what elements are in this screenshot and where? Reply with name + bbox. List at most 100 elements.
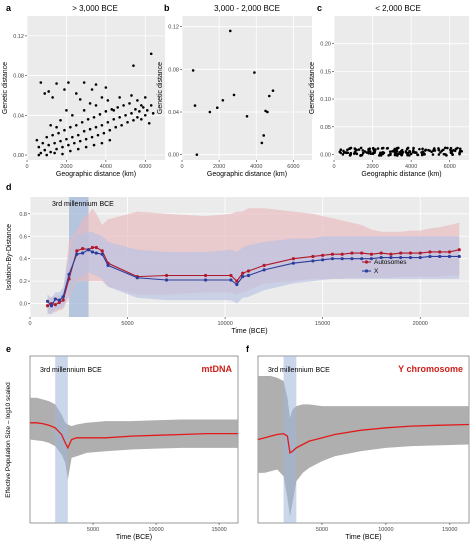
panel-c-point-155 <box>406 153 409 157</box>
panel-e-xtick-label-1: 10000 <box>148 527 163 533</box>
panel-d-point-1-11 <box>100 252 104 256</box>
panel-c-ylabel: Genetic distance <box>309 62 316 114</box>
panel-a-point-12 <box>51 96 54 99</box>
panel-c-point-106 <box>376 147 380 150</box>
panel-a-point-35 <box>73 141 76 145</box>
panel-d-point-1-33 <box>418 255 422 260</box>
panel-a-xtick-label-3: 6000 <box>139 164 151 170</box>
panel-f-band <box>258 376 469 517</box>
panel-c-xtick-label-3: 6000 <box>444 164 456 170</box>
panel-c-point-94 <box>401 150 405 154</box>
panel-c-point-44 <box>371 146 375 150</box>
panel-b-point-15 <box>262 134 266 137</box>
panel-d-ylabel: Isolation-By-Distance <box>6 224 13 290</box>
panel-c-point-169 <box>443 146 447 150</box>
panel-a-point-71 <box>143 114 147 117</box>
panel-d-xlabel: Time (BCE) <box>231 328 267 335</box>
panel-a-ytick-label-1: 0.04 <box>13 113 24 119</box>
panel-d-point-1-21 <box>291 261 295 265</box>
panel-d-point-1-16 <box>229 278 233 282</box>
panel-a-point-51 <box>104 110 108 113</box>
panel-d-point-1-4 <box>61 295 65 299</box>
panel-a-point-60 <box>122 104 125 107</box>
panel-e-annotation: 3rd millennium BCE <box>40 367 102 374</box>
panel-a-point-68 <box>138 110 141 113</box>
panel-b-ytick-label-1: 0.04 <box>168 110 179 116</box>
panel-d-legend-marker-1 <box>364 269 369 273</box>
panel-a-point-82 <box>84 145 88 149</box>
panel-d-point-0-28 <box>369 252 374 256</box>
panel-a-ytick-label-0: 0.00 <box>13 153 24 159</box>
panel-c-xtick-label-0: 0 <box>332 164 335 170</box>
panel-d-point-1-26 <box>350 257 354 261</box>
panel-c-point-64 <box>437 153 441 156</box>
panel-d-point-0-37 <box>457 248 461 252</box>
panel-d-point-0-6 <box>75 249 79 253</box>
panel-b-xtick-label-0: 0 <box>180 164 183 170</box>
panel-e-xlabel: Time (BCE) <box>116 534 152 541</box>
panel-b-point-7 <box>245 114 249 118</box>
panel-a-point-65 <box>132 118 135 122</box>
panel-c-point-19 <box>357 148 361 151</box>
panel-c-point-141 <box>354 151 357 154</box>
panel-c-title: < 2,000 BCE <box>375 4 421 13</box>
panel-a-point-29 <box>61 145 64 149</box>
panel-a-point-49 <box>100 123 104 127</box>
panel-a-point-34 <box>71 135 74 139</box>
panel-c-point-108 <box>442 152 446 156</box>
panel-a-point-41 <box>84 137 88 141</box>
panel-a-point-91 <box>106 99 110 102</box>
panel-d-point-0-22 <box>311 254 315 259</box>
panel-a-title: > 3,000 BCE <box>72 4 118 13</box>
panel-c-point-161 <box>400 153 403 157</box>
panel-a-point-21 <box>45 135 49 139</box>
panel-b-point-4 <box>208 110 212 114</box>
panel-b-ytick-label-0: 0.00 <box>168 153 179 159</box>
panel-a-point-92 <box>118 96 121 99</box>
panel-a-point-31 <box>65 137 68 141</box>
panel-c-point-146 <box>385 147 389 150</box>
panel-c-point-86 <box>400 148 404 152</box>
panel-c-point-126 <box>449 146 453 150</box>
panel-a-point-24 <box>51 133 54 137</box>
panel-a-point-70 <box>142 106 145 109</box>
panel-b-xtick-label-1: 2000 <box>213 164 225 170</box>
panel-b-point-6 <box>232 93 236 97</box>
panel-c-point-74 <box>348 147 351 151</box>
panel-a-point-85 <box>108 138 112 142</box>
panel-a-point-16 <box>35 138 39 142</box>
panel-d-point-0-36 <box>447 250 452 254</box>
panel-c-point-121 <box>445 154 448 157</box>
panel-c-point-89 <box>418 147 421 151</box>
panel-c-point-149 <box>393 153 397 157</box>
panel-c-ytick-label-4: 0.20 <box>320 42 331 48</box>
panel-d-point-1-28 <box>369 257 374 261</box>
panel-c-point-148 <box>394 147 398 151</box>
panel-c-point-35 <box>431 153 435 156</box>
panel-a-point-32 <box>67 143 70 147</box>
panel-e-highlight-band <box>55 356 68 523</box>
panel-c-point-160 <box>411 149 415 152</box>
panel-a-point-11 <box>104 86 108 89</box>
panel-f-xlabel: Time (BCE) <box>345 534 381 541</box>
panel-a-point-94 <box>140 104 143 107</box>
panel-b-point-10 <box>266 110 269 114</box>
panel-a-point-14 <box>100 96 104 99</box>
panel-a-ytick-label-3: 0.12 <box>13 34 24 40</box>
panel-c-ytick-label-2: 0.10 <box>320 97 331 103</box>
panel-a-point-100 <box>143 96 147 99</box>
panel-a-point-78 <box>53 151 56 155</box>
panel-d-ytick-label-3: 0.6 <box>19 234 27 240</box>
panel-a-point-53 <box>108 128 112 132</box>
panel-c-point-136 <box>373 149 376 153</box>
panel-a-point-84 <box>100 141 104 145</box>
panel-c-point-117 <box>451 153 454 157</box>
panel-c-xlabel: Geographic distance (km) <box>361 171 441 178</box>
panel-c-point-162 <box>338 150 342 154</box>
panel-e-ylabel: Effective Population Size – log10 scaled <box>5 382 12 498</box>
panel-c-point-143 <box>404 150 408 153</box>
panel-d-point-0-2 <box>53 303 57 307</box>
panel-a-point-83 <box>92 143 96 147</box>
panel-a-point-42 <box>86 117 90 121</box>
panel-letter-e: e <box>6 344 11 354</box>
